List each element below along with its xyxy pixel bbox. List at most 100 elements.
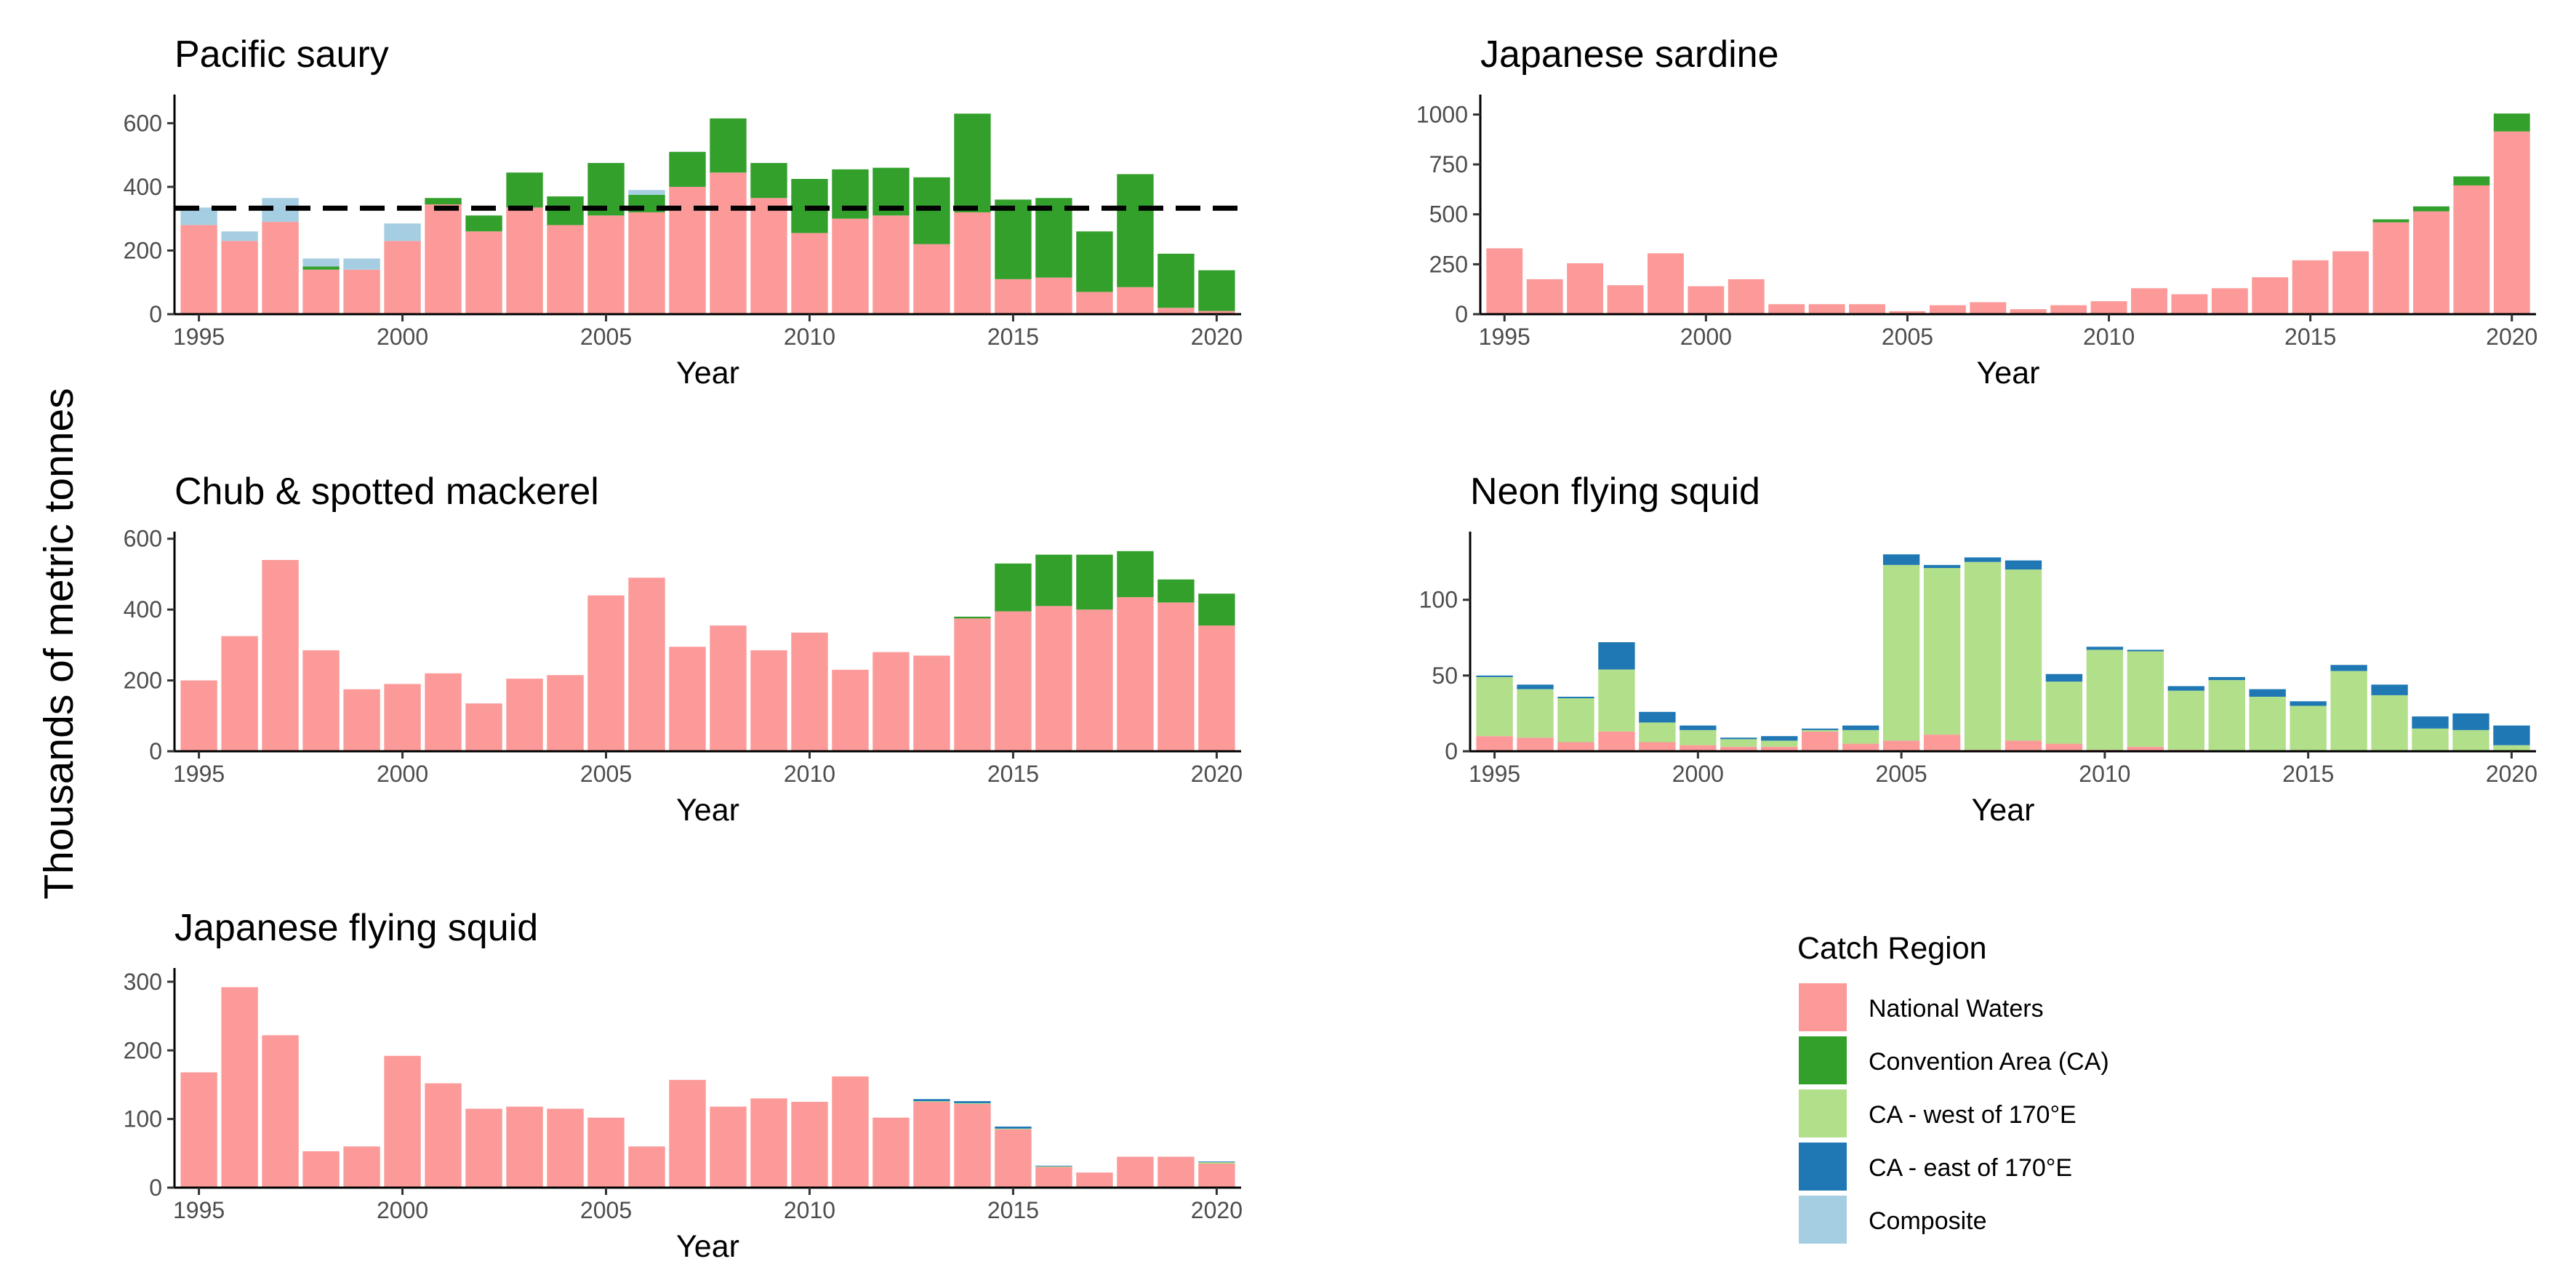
panel-japanese-flying-squid-bar-national-2011 <box>832 1076 869 1188</box>
panel-neon-flying-squid-x-tick-label-2020: 2020 <box>2486 761 2537 787</box>
panel-pacific-saury-bar-national-2013 <box>913 244 950 314</box>
panel-japanese-flying-squid-bar-national-2019 <box>1157 1156 1195 1188</box>
panel-neon-flying-squid-bar-ca_east-2006 <box>1923 564 1961 568</box>
panel-pacific-saury-bar-ca-2017 <box>1076 231 1113 292</box>
panel-pacific-saury-bar-ca-2015 <box>995 199 1032 279</box>
panel-japanese-flying-squid-x-tick-label-2015: 2015 <box>987 1197 1039 1223</box>
panel-japanese-sardine-bar-national-2020 <box>2493 131 2530 314</box>
legend-key-composite <box>1799 1196 1847 1244</box>
panel-neon-flying-squid-title: Neon flying squid <box>1470 471 1760 513</box>
panel-neon-flying-squid-x-tick-label-1995: 1995 <box>1469 761 1520 787</box>
panel-pacific-saury-bar-ca-2013 <box>913 177 950 244</box>
panel-chub-spotted-mackerel-bar-national-2020 <box>1198 625 1235 751</box>
legend-key-ca <box>1799 1036 1847 1084</box>
panel-japanese-sardine-x-tick-label-2015: 2015 <box>2284 324 2336 350</box>
panel-pacific-saury-bar-ca-2014 <box>954 113 991 212</box>
panel-japanese-flying-squid-bar-national-2014 <box>954 1103 991 1188</box>
panel-japanese-flying-squid-bar-national-2005 <box>587 1117 625 1188</box>
panel-neon-flying-squid-bar-ca_west-2002 <box>1761 740 1798 747</box>
panel-japanese-sardine-bar-national-1999 <box>1647 253 1684 314</box>
panel-neon-flying-squid-bar-ca_west-2010 <box>2086 649 2124 750</box>
panel-neon-flying-squid-bar-ca_east-2008 <box>2005 560 2042 570</box>
panel-chub-spotted-mackerel-x-tick-label-2005: 2005 <box>580 761 632 787</box>
panel-pacific-saury-bar-ca-2008 <box>710 118 747 173</box>
panel-chub-spotted-mackerel-bar-national-1999 <box>343 689 380 751</box>
panel-japanese-flying-squid-bar-ca_east-2020 <box>1198 1161 1235 1163</box>
panel-neon-flying-squid-bar-ca_east-2003 <box>1802 728 1839 730</box>
panel-japanese-flying-squid-bar-national-1997 <box>262 1035 299 1188</box>
panel-japanese-sardine-bar-national-2019 <box>2453 185 2490 314</box>
panel-japanese-sardine-bar-national-2002 <box>1768 304 1805 314</box>
panel-neon-flying-squid-bar-ca_east-1997 <box>1557 697 1594 699</box>
panel-neon-flying-squid-bar-ca_east-1998 <box>1598 642 1635 670</box>
panel-neon-flying-squid-bar-ca_west-2017 <box>2371 695 2408 751</box>
panel-neon-flying-squid-y-tick-label-50: 50 <box>1432 663 1458 689</box>
panel-pacific-saury-bar-national-1995 <box>180 225 217 314</box>
panel-pacific-saury-bar-composite-2000 <box>384 223 421 241</box>
panel-japanese-sardine-bars <box>1486 113 2530 314</box>
panel-neon-flying-squid-bar-ca_east-2010 <box>2086 647 2124 650</box>
panel-pacific-saury-bar-composite-2006 <box>628 190 665 195</box>
panel-japanese-sardine-bar-national-2014 <box>2252 277 2289 314</box>
panel-japanese-sardine-bar-national-2012 <box>2171 294 2208 314</box>
panel-neon-flying-squid-bar-ca_east-2017 <box>2371 684 2408 695</box>
panel-neon-flying-squid-x-tick-label-2015: 2015 <box>2282 761 2334 787</box>
panel-japanese-sardine-bar-national-2001 <box>1728 279 1765 314</box>
legend-title: Catch Region <box>1797 931 1987 966</box>
panel-japanese-sardine-bar-ca-2019 <box>2453 176 2490 185</box>
panel-pacific-saury-bar-national-2004 <box>547 225 584 314</box>
panel-japanese-flying-squid-bar-ca_west-2014 <box>954 1103 991 1104</box>
panel-neon-flying-squid-bar-ca_west-2013 <box>2208 680 2245 751</box>
panel-japanese-sardine-bar-national-2004 <box>1849 304 1885 314</box>
panel-neon-flying-squid-bar-ca_east-2015 <box>2290 701 2327 706</box>
panel-chub-spotted-mackerel-bar-national-2015 <box>995 611 1032 751</box>
panel-chub-spotted-mackerel-bar-national-2010 <box>791 632 828 751</box>
panel-chub-spotted-mackerel-bar-national-2005 <box>587 595 625 751</box>
panel-japanese-sardine: Japanese sardine 0 250 500 750 1000 1995 2000 20… <box>1416 33 2538 391</box>
panel-japanese-sardine-bar-national-2007 <box>1970 302 2007 314</box>
panel-neon-flying-squid-bar-ca_west-2015 <box>2290 705 2327 751</box>
panel-japanese-flying-squid-bar-ca_east-2013 <box>913 1099 950 1102</box>
panel-japanese-sardine-x-axis-title: Year <box>1977 356 2040 391</box>
legend-label-ca_east: CA - east of 170°E <box>1869 1154 2072 1182</box>
panel-neon-flying-squid-x-tick-label-2010: 2010 <box>2079 761 2130 787</box>
panel-neon-flying-squid-bar-ca_east-1995 <box>1476 675 1513 677</box>
panel-pacific-saury-bar-national-2017 <box>1076 292 1113 314</box>
panel-neon-flying-squid-bar-ca_east-2019 <box>2452 713 2489 730</box>
panel-chub-spotted-mackerel-x-tick-label-2000: 2000 <box>377 761 428 787</box>
panel-neon-flying-squid-bar-ca_west-2004 <box>1842 729 1879 744</box>
panel-neon-flying-squid-bar-national-1996 <box>1517 737 1554 751</box>
panel-japanese-sardine-bar-ca-2018 <box>2412 206 2449 212</box>
panel-japanese-sardine-bar-national-2011 <box>2131 288 2167 314</box>
panel-neon-flying-squid-bar-ca_west-1999 <box>1639 722 1676 743</box>
panel-japanese-sardine-y-tick-label-250: 250 <box>1429 251 1468 277</box>
panel-neon-flying-squid-bar-ca_east-2000 <box>1680 725 1717 730</box>
panel-japanese-flying-squid-bar-national-2009 <box>750 1098 787 1188</box>
panel-japanese-flying-squid-bar-national-2012 <box>872 1117 910 1188</box>
legend-label-composite: Composite <box>1869 1207 1987 1235</box>
panel-pacific-saury-x-tick-label-2005: 2005 <box>580 324 632 350</box>
panel-japanese-sardine-x-tick-label-2005: 2005 <box>1882 324 1933 350</box>
panel-chub-spotted-mackerel: Chub & spotted mackerel 0 200 400 600 1995 200… <box>124 471 1243 828</box>
panel-neon-flying-squid-bar-ca_east-2012 <box>2167 686 2204 691</box>
panel-neon-flying-squid-bar-ca_east-2001 <box>1720 737 1757 740</box>
panel-chub-spotted-mackerel-bar-national-2009 <box>750 650 787 751</box>
panel-japanese-sardine-y-tick-label-1000: 1000 <box>1416 101 1468 127</box>
panel-japanese-sardine-bar-national-2010 <box>2090 301 2127 314</box>
panel-pacific-saury-bar-national-2019 <box>1157 308 1195 314</box>
panel-chub-spotted-mackerel-title: Chub & spotted mackerel <box>174 471 599 513</box>
panel-neon-flying-squid-bar-national-2006 <box>1923 735 1961 751</box>
panel-japanese-sardine-bar-ca-2020 <box>2493 113 2530 132</box>
panel-japanese-flying-squid-bars <box>180 987 1235 1188</box>
panel-japanese-flying-squid-bar-national-2018 <box>1117 1156 1154 1188</box>
panel-japanese-flying-squid: Japanese flying squid 0 100 200 300 1995 2000 2… <box>124 907 1243 1264</box>
panel-pacific-saury: Pacific saury 0 200 400 600 1995 2000 2005 2010 2… <box>124 33 1243 391</box>
panel-japanese-sardine-bar-national-2000 <box>1688 286 1725 314</box>
panel-pacific-saury-bar-composite-1998 <box>302 258 340 267</box>
panel-chub-spotted-mackerel-bar-national-2012 <box>872 652 910 751</box>
panel-neon-flying-squid-bar-ca_west-2016 <box>2330 671 2367 751</box>
panel-pacific-saury-x-tick-label-2020: 2020 <box>1191 324 1243 350</box>
panel-neon-flying-squid-bar-ca_east-2013 <box>2208 676 2245 681</box>
panel-neon-flying-squid-bar-national-2009 <box>2045 743 2083 751</box>
panel-neon-flying-squid-bar-national-2005 <box>1882 740 1920 751</box>
